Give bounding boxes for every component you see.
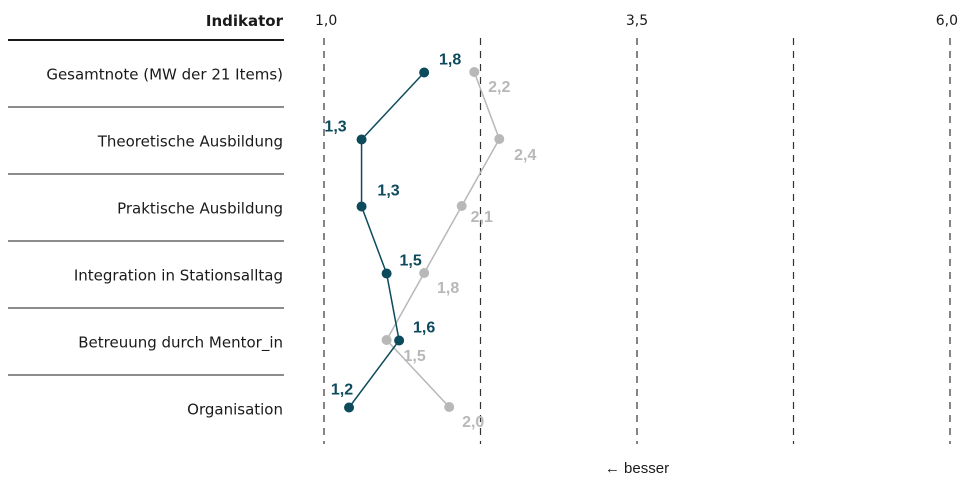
series-2-value-label: 2,2 <box>488 79 510 96</box>
series-1-point <box>356 201 367 212</box>
series-1-value-label: 1,2 <box>331 382 353 399</box>
series-1-point <box>344 402 355 413</box>
series-points <box>344 67 505 413</box>
better-direction-note: ← besser <box>605 460 669 477</box>
category-labels: Gesamtnote (MW der 21 Items) Theoretische… <box>46 66 283 419</box>
category-label: Gesamtnote (MW der 21 Items) <box>46 66 283 84</box>
series-2-point <box>381 335 392 345</box>
series-1-value-label: 1,5 <box>399 253 421 270</box>
x-tick-label: 3,5 <box>626 13 648 29</box>
series-1-point <box>381 268 392 279</box>
series-1-point <box>356 134 367 145</box>
category-label: Betreuung durch Mentor_in <box>78 334 283 353</box>
series-1-value-label: 1,6 <box>413 320 435 337</box>
series-2-point <box>494 134 505 144</box>
indicator-header: Indikator <box>206 12 284 30</box>
category-label: Organisation <box>187 401 283 419</box>
series-1-point <box>394 335 405 346</box>
x-tick-label: 6,0 <box>936 13 958 29</box>
row-separators <box>8 39 284 376</box>
series-2-point <box>469 67 480 77</box>
series-1-value-label: 1,3 <box>377 183 399 200</box>
value-labels: 2,2 2,4 2,1 1,8 1,5 2,0 1,8 1,3 1,3 1,5 1,6 1,2 <box>324 52 536 432</box>
series-1-point <box>419 67 430 78</box>
series-1-value-label: 1,3 <box>324 119 346 136</box>
gridlines <box>323 38 951 444</box>
series-2-point <box>456 201 467 211</box>
series-2-line <box>385 71 501 408</box>
category-label: Integration in Stationsalltag <box>74 267 283 285</box>
series-2-value-label: 1,5 <box>403 348 425 365</box>
series-2-value-label: 1,8 <box>437 280 459 297</box>
series-2-value-label: 2,0 <box>462 414 484 431</box>
axis-header: Indikator <box>206 12 284 30</box>
series-1-line <box>348 71 425 408</box>
x-axis-ticks: 1,0 3,5 6,0 <box>315 13 958 29</box>
category-label: Praktische Ausbildung <box>117 200 283 218</box>
series-2-point <box>419 268 430 278</box>
series-2-value-label: 2,1 <box>471 209 493 226</box>
series-2-point <box>444 402 455 412</box>
series-lines <box>348 71 501 408</box>
series-2-value-label: 2,4 <box>514 147 536 164</box>
x-tick-label: 1,0 <box>315 13 337 29</box>
series-1-value-label: 1,8 <box>439 52 461 69</box>
category-label: Theoretische Ausbildung <box>97 133 283 151</box>
